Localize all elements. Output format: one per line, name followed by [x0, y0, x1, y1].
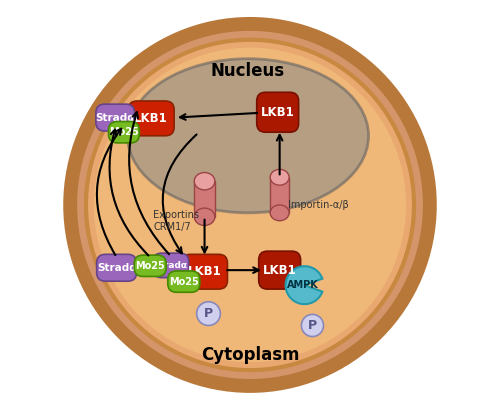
FancyBboxPatch shape [96, 104, 134, 131]
Text: P: P [204, 307, 213, 320]
FancyBboxPatch shape [182, 254, 228, 289]
FancyBboxPatch shape [96, 254, 136, 281]
Ellipse shape [194, 172, 215, 190]
Text: Nucleus: Nucleus [211, 62, 285, 80]
Circle shape [302, 314, 324, 337]
Ellipse shape [94, 48, 406, 362]
Text: LKB1: LKB1 [261, 106, 294, 119]
FancyBboxPatch shape [134, 255, 166, 277]
Text: Mo25: Mo25 [136, 261, 165, 271]
Bar [270, 177, 289, 213]
Ellipse shape [128, 59, 368, 213]
Text: Stradα: Stradα [154, 261, 188, 270]
Text: Mo25: Mo25 [109, 127, 139, 137]
Text: AMPK: AMPK [287, 280, 319, 290]
FancyBboxPatch shape [256, 92, 298, 132]
Text: P: P [308, 319, 317, 332]
Text: Stradα: Stradα [97, 263, 136, 273]
Wedge shape [286, 266, 323, 304]
Text: LKB1: LKB1 [263, 263, 296, 277]
Text: Exportins
CRM1/7: Exportins CRM1/7 [153, 210, 199, 232]
Text: Stradα: Stradα [96, 113, 135, 123]
Ellipse shape [70, 24, 430, 386]
Text: LKB1: LKB1 [134, 112, 168, 125]
Ellipse shape [270, 170, 289, 185]
Text: Mo25: Mo25 [169, 277, 198, 287]
Ellipse shape [194, 208, 215, 226]
Ellipse shape [86, 40, 414, 370]
FancyBboxPatch shape [153, 253, 188, 278]
FancyBboxPatch shape [258, 251, 300, 289]
Ellipse shape [270, 205, 289, 221]
Text: Cytoplasm: Cytoplasm [201, 346, 299, 364]
FancyBboxPatch shape [168, 271, 200, 292]
FancyBboxPatch shape [128, 101, 174, 136]
Bar [194, 181, 215, 217]
Text: Importin-α/β: Importin-α/β [288, 200, 348, 210]
Circle shape [196, 302, 220, 326]
Text: LKB1: LKB1 [188, 265, 222, 278]
FancyBboxPatch shape [108, 121, 140, 143]
